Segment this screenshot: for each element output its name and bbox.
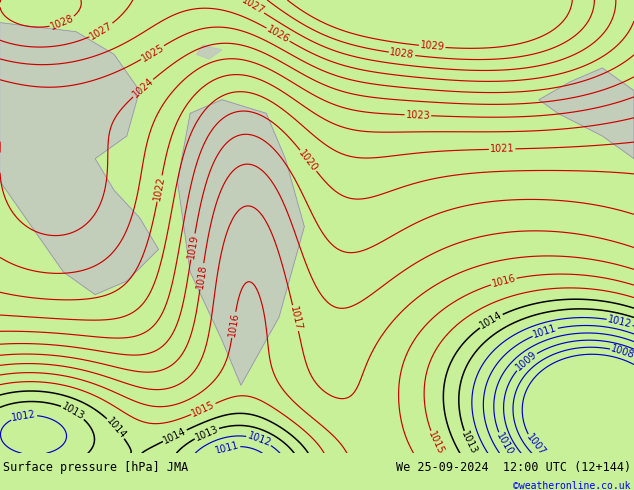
Text: 1010: 1010	[494, 431, 515, 457]
Text: 1012: 1012	[246, 431, 273, 449]
Text: 1022: 1022	[152, 175, 167, 202]
Text: 1023: 1023	[405, 110, 430, 121]
Text: 1015: 1015	[190, 399, 217, 418]
Text: 1028: 1028	[49, 13, 75, 32]
Text: 1020: 1020	[297, 148, 320, 173]
Text: 1012: 1012	[11, 409, 37, 423]
Text: 1009: 1009	[514, 349, 539, 373]
Text: 1013: 1013	[193, 423, 220, 442]
Polygon shape	[178, 100, 304, 385]
Text: 1015: 1015	[426, 430, 446, 456]
Text: 1018: 1018	[195, 264, 209, 289]
Text: 1011: 1011	[214, 440, 240, 456]
Text: 1028: 1028	[389, 48, 415, 60]
Text: 1016: 1016	[491, 273, 517, 289]
Text: 1024: 1024	[131, 76, 155, 100]
Text: 1027: 1027	[240, 0, 266, 17]
Text: 1016: 1016	[227, 312, 240, 338]
Text: 1008: 1008	[610, 344, 634, 361]
Polygon shape	[0, 23, 158, 294]
Text: ©weatheronline.co.uk: ©weatheronline.co.uk	[514, 481, 631, 490]
Text: 1007: 1007	[524, 433, 547, 458]
Text: Surface pressure [hPa] JMA: Surface pressure [hPa] JMA	[3, 461, 188, 474]
Text: 1019: 1019	[186, 234, 200, 259]
Text: 1013: 1013	[460, 430, 479, 456]
Text: 1021: 1021	[489, 144, 515, 154]
Text: 1029: 1029	[420, 41, 445, 52]
Text: 1025: 1025	[139, 42, 165, 63]
Polygon shape	[197, 46, 222, 59]
Text: 1014: 1014	[104, 416, 128, 441]
Text: 1011: 1011	[532, 323, 558, 340]
Text: 1014: 1014	[478, 310, 504, 331]
Text: 1017: 1017	[288, 305, 303, 331]
Polygon shape	[539, 68, 634, 159]
Text: 1013: 1013	[60, 401, 86, 422]
Text: 1026: 1026	[265, 24, 291, 45]
Text: We 25-09-2024  12:00 UTC (12+144): We 25-09-2024 12:00 UTC (12+144)	[396, 461, 631, 474]
Text: 1027: 1027	[88, 20, 115, 41]
Text: 1014: 1014	[162, 426, 188, 445]
Text: 1012: 1012	[607, 314, 633, 330]
